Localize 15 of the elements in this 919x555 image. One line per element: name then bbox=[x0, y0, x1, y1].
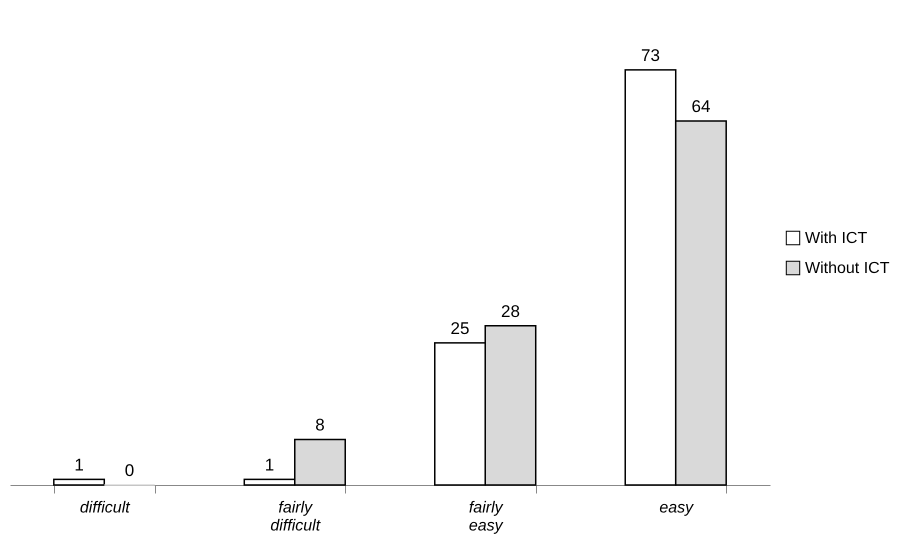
x-tick-label: fairly easy bbox=[468, 500, 504, 534]
data-label: 8 bbox=[315, 416, 325, 434]
data-label: 1 bbox=[264, 455, 274, 474]
legend-label: Without ICT bbox=[805, 260, 890, 277]
data-label: 0 bbox=[124, 461, 134, 480]
data-label: 25 bbox=[450, 318, 470, 338]
x-tick-label: difficult bbox=[80, 500, 130, 516]
x-tick-label: fairly difficult bbox=[270, 500, 321, 534]
legend-label: With ICT bbox=[805, 230, 868, 247]
data-label: 64 bbox=[691, 97, 710, 116]
data-label: 73 bbox=[641, 46, 660, 65]
bar bbox=[53, 478, 106, 486]
data-label: 28 bbox=[501, 302, 520, 321]
data-label: 1 bbox=[74, 455, 84, 474]
x-tick-label: easy bbox=[659, 500, 694, 516]
